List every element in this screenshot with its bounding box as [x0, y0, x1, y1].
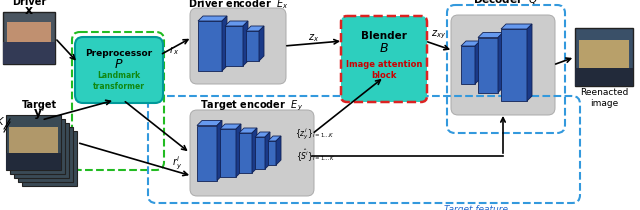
Polygon shape	[220, 124, 241, 129]
Polygon shape	[461, 41, 480, 46]
Text: $\{\hat{S}^i\}_{i=1\ldots K}$: $\{\hat{S}^i\}_{i=1\ldots K}$	[296, 148, 335, 164]
FancyBboxPatch shape	[9, 127, 58, 160]
FancyBboxPatch shape	[575, 68, 633, 86]
Text: $\mathbf{x}$: $\mathbf{x}$	[24, 4, 34, 17]
FancyBboxPatch shape	[501, 29, 527, 101]
Polygon shape	[276, 136, 281, 165]
Text: Target encoder  $E_y$: Target encoder $E_y$	[200, 99, 303, 113]
Polygon shape	[475, 41, 480, 84]
FancyBboxPatch shape	[478, 38, 498, 92]
FancyBboxPatch shape	[198, 21, 222, 71]
FancyBboxPatch shape	[220, 129, 236, 177]
FancyBboxPatch shape	[239, 133, 252, 173]
FancyBboxPatch shape	[197, 126, 217, 181]
Polygon shape	[198, 16, 227, 21]
FancyBboxPatch shape	[268, 141, 276, 165]
FancyBboxPatch shape	[3, 42, 55, 64]
Polygon shape	[243, 21, 248, 66]
Text: Target: Target	[22, 100, 57, 110]
Polygon shape	[239, 128, 257, 133]
FancyBboxPatch shape	[75, 37, 163, 103]
Polygon shape	[268, 136, 281, 141]
FancyBboxPatch shape	[7, 22, 51, 54]
FancyBboxPatch shape	[246, 31, 259, 61]
Text: Decoder  $Q$: Decoder $Q$	[473, 0, 539, 7]
FancyBboxPatch shape	[341, 16, 427, 102]
Polygon shape	[252, 128, 257, 173]
Polygon shape	[501, 24, 532, 29]
Polygon shape	[246, 26, 264, 31]
Polygon shape	[265, 132, 270, 169]
FancyBboxPatch shape	[579, 40, 629, 76]
Text: $\{z_y^i\}_{i=1\ldots K}$: $\{z_y^i\}_{i=1\ldots K}$	[295, 126, 335, 142]
FancyBboxPatch shape	[6, 115, 61, 170]
Polygon shape	[225, 21, 248, 26]
FancyBboxPatch shape	[22, 131, 77, 186]
Polygon shape	[498, 33, 503, 92]
Polygon shape	[222, 16, 227, 71]
FancyBboxPatch shape	[451, 15, 555, 115]
Text: Blender: Blender	[361, 31, 407, 41]
Text: Reenacted
image: Reenacted image	[580, 88, 628, 108]
FancyBboxPatch shape	[575, 28, 633, 86]
FancyBboxPatch shape	[225, 26, 243, 66]
Text: $r_x$: $r_x$	[169, 44, 179, 57]
Polygon shape	[478, 33, 503, 38]
Polygon shape	[217, 121, 222, 181]
Text: $K$: $K$	[0, 115, 6, 127]
FancyBboxPatch shape	[18, 127, 73, 182]
FancyBboxPatch shape	[3, 12, 55, 64]
Polygon shape	[236, 124, 241, 177]
FancyBboxPatch shape	[190, 8, 286, 84]
Text: $\mathbf{y}^i$: $\mathbf{y}^i$	[33, 104, 46, 122]
Polygon shape	[255, 132, 270, 137]
Text: Preprocessor: Preprocessor	[85, 50, 152, 59]
FancyBboxPatch shape	[6, 153, 61, 170]
Text: Image attention
block: Image attention block	[346, 60, 422, 80]
Text: $P$: $P$	[115, 59, 124, 71]
FancyBboxPatch shape	[255, 137, 265, 169]
Polygon shape	[197, 121, 222, 126]
Text: Driver encoder  $E_x$: Driver encoder $E_x$	[188, 0, 289, 11]
Polygon shape	[527, 24, 532, 101]
Text: Driver: Driver	[12, 0, 46, 7]
FancyBboxPatch shape	[461, 46, 475, 84]
Text: $z_x$: $z_x$	[308, 32, 319, 44]
FancyBboxPatch shape	[10, 119, 65, 174]
Text: $r_y^i$: $r_y^i$	[172, 154, 182, 172]
FancyBboxPatch shape	[14, 123, 69, 178]
Text: $z_{xy}$: $z_{xy}$	[431, 28, 447, 41]
FancyBboxPatch shape	[190, 110, 314, 196]
Text: Landmark
transformer: Landmark transformer	[93, 71, 145, 91]
Polygon shape	[259, 26, 264, 61]
Text: Target feature
alignment: Target feature alignment	[444, 205, 508, 210]
Text: $B$: $B$	[379, 42, 389, 55]
